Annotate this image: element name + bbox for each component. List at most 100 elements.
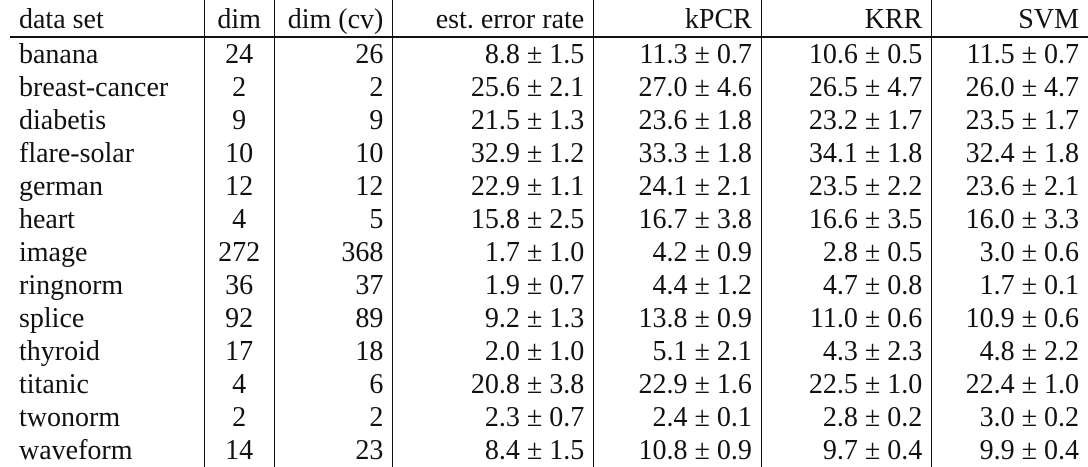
results-table: data set dim dim (cv) est. error rate kP… bbox=[10, 0, 1088, 467]
cell-est-error-rate: 32.9 ± 1.2 bbox=[392, 137, 594, 170]
table-row: german 12 12 22.9 ± 1.1 24.1 ± 2.1 23.5 … bbox=[10, 170, 1088, 203]
cell-krr: 2.8 ± 0.5 bbox=[760, 236, 932, 269]
cell-svm: 22.4 ± 1.0 bbox=[931, 368, 1088, 401]
cell-svm: 32.4 ± 1.8 bbox=[931, 137, 1088, 170]
table-row: flare-solar 10 10 32.9 ± 1.2 33.3 ± 1.8 … bbox=[10, 137, 1088, 170]
cell-dim-cv: 18 bbox=[273, 335, 393, 368]
cell-kpcr: 23.6 ± 1.8 bbox=[593, 104, 762, 137]
cell-krr: 9.7 ± 0.4 bbox=[760, 434, 932, 467]
cell-est-error-rate: 8.4 ± 1.5 bbox=[392, 434, 594, 467]
cell-kpcr: 27.0 ± 4.6 bbox=[593, 71, 762, 104]
cell-data-set: flare-solar bbox=[19, 138, 135, 169]
cell-svm: 11.5 ± 0.7 bbox=[931, 37, 1088, 71]
cell-dim-cv: 26 bbox=[273, 37, 393, 71]
cell-kpcr: 11.3 ± 0.7 bbox=[593, 37, 762, 71]
cell-est-error-rate: 22.9 ± 1.1 bbox=[392, 170, 594, 203]
table-row: image 272 368 1.7 ± 1.0 4.2 ± 0.9 2.8 ± … bbox=[10, 236, 1088, 269]
cell-krr: 23.2 ± 1.7 bbox=[760, 104, 932, 137]
cell-est-error-rate: 25.6 ± 2.1 bbox=[392, 71, 594, 104]
cell-dim: 14 bbox=[203, 434, 275, 467]
cell-krr: 16.6 ± 3.5 bbox=[760, 203, 932, 236]
cell-data-set: diabetis bbox=[19, 105, 107, 136]
cell-data-set: thyroid bbox=[19, 336, 100, 367]
cell-svm: 16.0 ± 3.3 bbox=[931, 203, 1088, 236]
cell-svm: 23.6 ± 2.1 bbox=[931, 170, 1088, 203]
cell-krr: 22.5 ± 1.0 bbox=[760, 368, 932, 401]
cell-data-set: breast-cancer bbox=[19, 72, 169, 103]
cell-svm: 3.0 ± 0.6 bbox=[931, 236, 1088, 269]
cell-krr: 23.5 ± 2.2 bbox=[760, 170, 932, 203]
cell-est-error-rate: 21.5 ± 1.3 bbox=[392, 104, 594, 137]
cell-kpcr: 10.8 ± 0.9 bbox=[593, 434, 762, 467]
cell-krr: 4.3 ± 2.3 bbox=[760, 335, 932, 368]
cell-data-set: banana bbox=[19, 39, 99, 70]
cell-kpcr: 24.1 ± 2.1 bbox=[593, 170, 762, 203]
cell-svm: 3.0 ± 0.2 bbox=[931, 401, 1088, 434]
cell-dim-cv: 2 bbox=[273, 401, 393, 434]
table-row: waveform 14 23 8.4 ± 1.5 10.8 ± 0.9 9.7 … bbox=[10, 434, 1088, 467]
cell-dim-cv: 5 bbox=[273, 203, 393, 236]
cell-est-error-rate: 8.8 ± 1.5 bbox=[392, 37, 594, 71]
cell-data-set: twonorm bbox=[19, 402, 121, 433]
header-dim: dim bbox=[203, 0, 275, 38]
cell-dim-cv: 37 bbox=[273, 269, 393, 302]
cell-kpcr: 16.7 ± 3.8 bbox=[593, 203, 762, 236]
table-row: heart 4 5 15.8 ± 2.5 16.7 ± 3.8 16.6 ± 3… bbox=[10, 203, 1088, 236]
header-data-set: data set bbox=[10, 0, 204, 38]
table-row: thyroid 17 18 2.0 ± 1.0 5.1 ± 2.1 4.3 ± … bbox=[10, 335, 1088, 368]
cell-krr: 10.6 ± 0.5 bbox=[760, 37, 932, 71]
cell-dim-cv: 6 bbox=[273, 368, 393, 401]
table-row: banana 24 26 8.8 ± 1.5 11.3 ± 0.7 10.6 ±… bbox=[10, 37, 1088, 71]
cell-data-set: titanic bbox=[19, 369, 89, 400]
cell-dim: 12 bbox=[203, 170, 275, 203]
cell-est-error-rate: 1.7 ± 1.0 bbox=[392, 236, 594, 269]
cell-dim-cv: 89 bbox=[273, 302, 393, 335]
cell-dim-cv: 12 bbox=[273, 170, 393, 203]
cell-kpcr: 13.8 ± 0.9 bbox=[593, 302, 762, 335]
cell-est-error-rate: 2.0 ± 1.0 bbox=[392, 335, 594, 368]
cell-dim: 272 bbox=[203, 236, 275, 269]
cell-svm: 4.8 ± 2.2 bbox=[931, 335, 1088, 368]
cell-dim: 4 bbox=[203, 368, 275, 401]
table-row: titanic 4 6 20.8 ± 3.8 22.9 ± 1.6 22.5 ±… bbox=[10, 368, 1088, 401]
header-row: data set dim dim (cv) est. error rate kP… bbox=[10, 0, 1088, 38]
table-row: breast-cancer 2 2 25.6 ± 2.1 27.0 ± 4.6 … bbox=[10, 71, 1088, 104]
header-est-error-rate: est. error rate bbox=[392, 0, 594, 38]
cell-dim-cv: 10 bbox=[273, 137, 393, 170]
cell-data-set: german bbox=[19, 171, 103, 202]
cell-kpcr: 5.1 ± 2.1 bbox=[593, 335, 762, 368]
cell-est-error-rate: 2.3 ± 0.7 bbox=[392, 401, 594, 434]
cell-svm: 1.7 ± 0.1 bbox=[931, 269, 1088, 302]
cell-est-error-rate: 1.9 ± 0.7 bbox=[392, 269, 594, 302]
cell-kpcr: 33.3 ± 1.8 bbox=[593, 137, 762, 170]
cell-dim-cv: 9 bbox=[273, 104, 393, 137]
cell-kpcr: 4.2 ± 0.9 bbox=[593, 236, 762, 269]
cell-dim: 2 bbox=[203, 71, 275, 104]
table-row: diabetis 9 9 21.5 ± 1.3 23.6 ± 1.8 23.2 … bbox=[10, 104, 1088, 137]
cell-dim-cv: 368 bbox=[273, 236, 393, 269]
cell-kpcr: 4.4 ± 1.2 bbox=[593, 269, 762, 302]
cell-data-set: splice bbox=[19, 303, 85, 334]
cell-data-set: ringnorm bbox=[19, 270, 124, 301]
cell-dim: 17 bbox=[203, 335, 275, 368]
cell-data-set: image bbox=[19, 237, 88, 268]
header-krr: KRR bbox=[760, 0, 932, 38]
cell-kpcr: 22.9 ± 1.6 bbox=[593, 368, 762, 401]
cell-dim-cv: 2 bbox=[273, 71, 393, 104]
header-svm: SVM bbox=[931, 0, 1088, 38]
cell-krr: 26.5 ± 4.7 bbox=[760, 71, 932, 104]
cell-dim: 4 bbox=[203, 203, 275, 236]
cell-est-error-rate: 20.8 ± 3.8 bbox=[392, 368, 594, 401]
cell-est-error-rate: 15.8 ± 2.5 bbox=[392, 203, 594, 236]
cell-svm: 23.5 ± 1.7 bbox=[931, 104, 1088, 137]
cell-svm: 9.9 ± 0.4 bbox=[931, 434, 1088, 467]
cell-krr: 34.1 ± 1.8 bbox=[760, 137, 932, 170]
table-row: splice 92 89 9.2 ± 1.3 13.8 ± 0.9 11.0 ±… bbox=[10, 302, 1088, 335]
table-row: twonorm 2 2 2.3 ± 0.7 2.4 ± 0.1 2.8 ± 0.… bbox=[10, 401, 1088, 434]
cell-krr: 4.7 ± 0.8 bbox=[760, 269, 932, 302]
cell-dim: 10 bbox=[203, 137, 275, 170]
cell-svm: 10.9 ± 0.6 bbox=[931, 302, 1088, 335]
header-kpcr: kPCR bbox=[593, 0, 762, 38]
cell-krr: 2.8 ± 0.2 bbox=[760, 401, 932, 434]
cell-dim: 9 bbox=[203, 104, 275, 137]
